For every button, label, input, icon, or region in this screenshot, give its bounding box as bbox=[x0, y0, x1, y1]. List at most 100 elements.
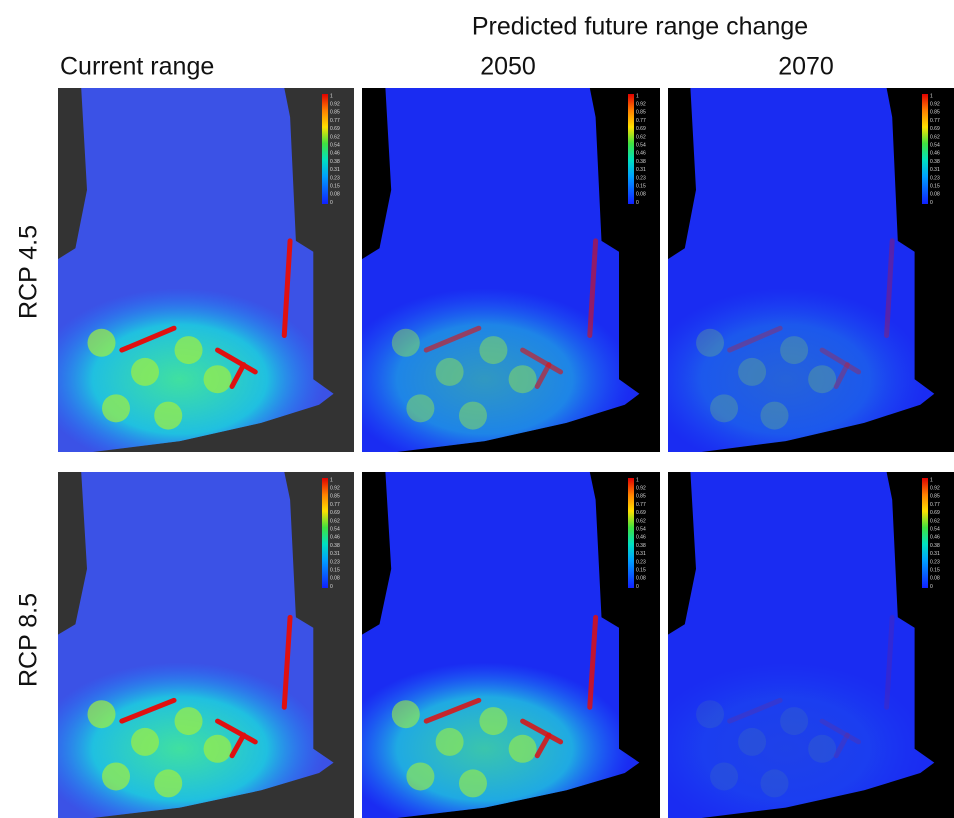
colorbar-label: 0 bbox=[930, 584, 933, 590]
hotspot bbox=[175, 336, 203, 364]
colorbar-label: 0.77 bbox=[930, 502, 940, 508]
colorbar-label: 0.15 bbox=[330, 184, 340, 190]
colorbar-label: 0.31 bbox=[930, 551, 940, 557]
colorbar-label: 0.31 bbox=[636, 167, 646, 173]
hotspot bbox=[696, 329, 724, 357]
hotspot bbox=[88, 329, 116, 357]
hotspot bbox=[710, 394, 738, 422]
hotspot bbox=[131, 728, 159, 756]
hotspot bbox=[392, 329, 420, 357]
map-panel: 10.920.850.770.690.620.540.460.380.310.2… bbox=[339, 88, 660, 470]
colorbar-label: 0.15 bbox=[930, 568, 940, 574]
colorbar-label: 0.31 bbox=[930, 167, 940, 173]
hotspot bbox=[436, 728, 464, 756]
colorbar-label: 0.92 bbox=[930, 102, 940, 108]
colorbar-label: 1 bbox=[330, 93, 333, 99]
colorbar-label: 0.77 bbox=[330, 118, 340, 124]
hotspot bbox=[392, 700, 420, 728]
hotspot bbox=[738, 358, 766, 386]
colorbar-label: 0.92 bbox=[330, 486, 340, 492]
colorbar-label: 0.46 bbox=[930, 151, 940, 157]
colorbar-label: 0.23 bbox=[636, 559, 646, 565]
row-title: RCP 4.5 bbox=[15, 225, 43, 319]
hotspot bbox=[406, 394, 434, 422]
hotspot bbox=[761, 769, 789, 797]
colorbar-label: 0.23 bbox=[330, 175, 340, 181]
colorbar-label: 0.31 bbox=[330, 167, 340, 173]
colorbar-label: 0.92 bbox=[330, 102, 340, 108]
colorbar-label: 0.77 bbox=[636, 118, 646, 124]
hotspot bbox=[479, 336, 507, 364]
figure: Predicted future range change Current ra… bbox=[0, 0, 954, 818]
hotspot bbox=[761, 402, 789, 430]
figure-title: Predicted future range change bbox=[472, 13, 808, 41]
column-title: 2050 bbox=[480, 53, 536, 81]
hotspot bbox=[102, 762, 130, 790]
colorbar-label: 0.23 bbox=[636, 175, 646, 181]
colorbar-label: 0.92 bbox=[636, 102, 646, 108]
colorbar-label: 0 bbox=[330, 584, 333, 590]
hotspot bbox=[459, 769, 487, 797]
hotspot bbox=[808, 735, 836, 763]
colorbar-label: 0.62 bbox=[330, 518, 340, 524]
hotspot bbox=[204, 735, 232, 763]
colorbar-label: 0.15 bbox=[636, 568, 646, 574]
colorbar-label: 0.46 bbox=[930, 535, 940, 541]
colorbar bbox=[922, 94, 928, 204]
colorbar-label: 0.62 bbox=[930, 518, 940, 524]
colorbar-label: 0.31 bbox=[636, 551, 646, 557]
colorbar-label: 0.69 bbox=[636, 510, 646, 516]
colorbar-label: 0.38 bbox=[636, 543, 646, 549]
colorbar-label: 0.85 bbox=[930, 494, 940, 500]
colorbar bbox=[628, 94, 634, 204]
colorbar-label: 0.38 bbox=[930, 543, 940, 549]
hotspot bbox=[175, 707, 203, 735]
colorbar-label: 0.46 bbox=[330, 151, 340, 157]
hotspot bbox=[808, 365, 836, 393]
colorbar-label: 0.85 bbox=[330, 494, 340, 500]
hotspot bbox=[738, 728, 766, 756]
colorbar-label: 0.69 bbox=[330, 126, 340, 132]
hotspot bbox=[509, 735, 537, 763]
map-panel: 10.920.850.770.690.620.540.460.380.310.2… bbox=[339, 472, 660, 818]
colorbar-label: 0 bbox=[930, 200, 933, 206]
colorbar-label: 0.69 bbox=[930, 126, 940, 132]
colorbar-label: 0.15 bbox=[330, 568, 340, 574]
colorbar-label: 0.85 bbox=[636, 494, 646, 500]
colorbar-label: 0.38 bbox=[330, 159, 340, 165]
colorbar-label: 0.08 bbox=[330, 192, 340, 198]
row-title: RCP 8.5 bbox=[15, 593, 43, 687]
hotspot bbox=[154, 402, 182, 430]
colorbar-label: 0.15 bbox=[636, 184, 646, 190]
colorbar-label: 0.69 bbox=[636, 126, 646, 132]
hotspot bbox=[459, 402, 487, 430]
colorbar-label: 1 bbox=[930, 93, 933, 99]
map-panel: 10.920.850.770.690.620.540.460.380.310.2… bbox=[646, 88, 954, 470]
column-title: Current range bbox=[60, 53, 214, 81]
colorbar-label: 0.54 bbox=[330, 143, 340, 149]
colorbar-label: 0.54 bbox=[930, 527, 940, 533]
colorbar-label: 0.38 bbox=[636, 159, 646, 165]
colorbar-label: 0.54 bbox=[636, 143, 646, 149]
colorbar-label: 0.46 bbox=[636, 535, 646, 541]
colorbar-label: 0.23 bbox=[930, 175, 940, 181]
colorbar-label: 0.62 bbox=[636, 518, 646, 524]
colorbar-label: 0.85 bbox=[636, 110, 646, 116]
colorbar-label: 0.54 bbox=[330, 527, 340, 533]
colorbar-label: 0.08 bbox=[636, 192, 646, 198]
colorbar-label: 0.46 bbox=[330, 535, 340, 541]
colorbar-label: 0.77 bbox=[330, 502, 340, 508]
colorbar-label: 0.08 bbox=[636, 576, 646, 582]
hotspot bbox=[88, 700, 116, 728]
colorbar-label: 0 bbox=[636, 200, 639, 206]
colorbar bbox=[322, 478, 328, 588]
colorbar-label: 0.38 bbox=[930, 159, 940, 165]
colorbar-label: 0.15 bbox=[930, 184, 940, 190]
hotspot bbox=[204, 365, 232, 393]
hotspot bbox=[479, 707, 507, 735]
colorbar-label: 1 bbox=[330, 477, 333, 483]
hotspot bbox=[154, 769, 182, 797]
colorbar-label: 0.77 bbox=[636, 502, 646, 508]
colorbar-label: 1 bbox=[636, 93, 639, 99]
colorbar bbox=[922, 478, 928, 588]
